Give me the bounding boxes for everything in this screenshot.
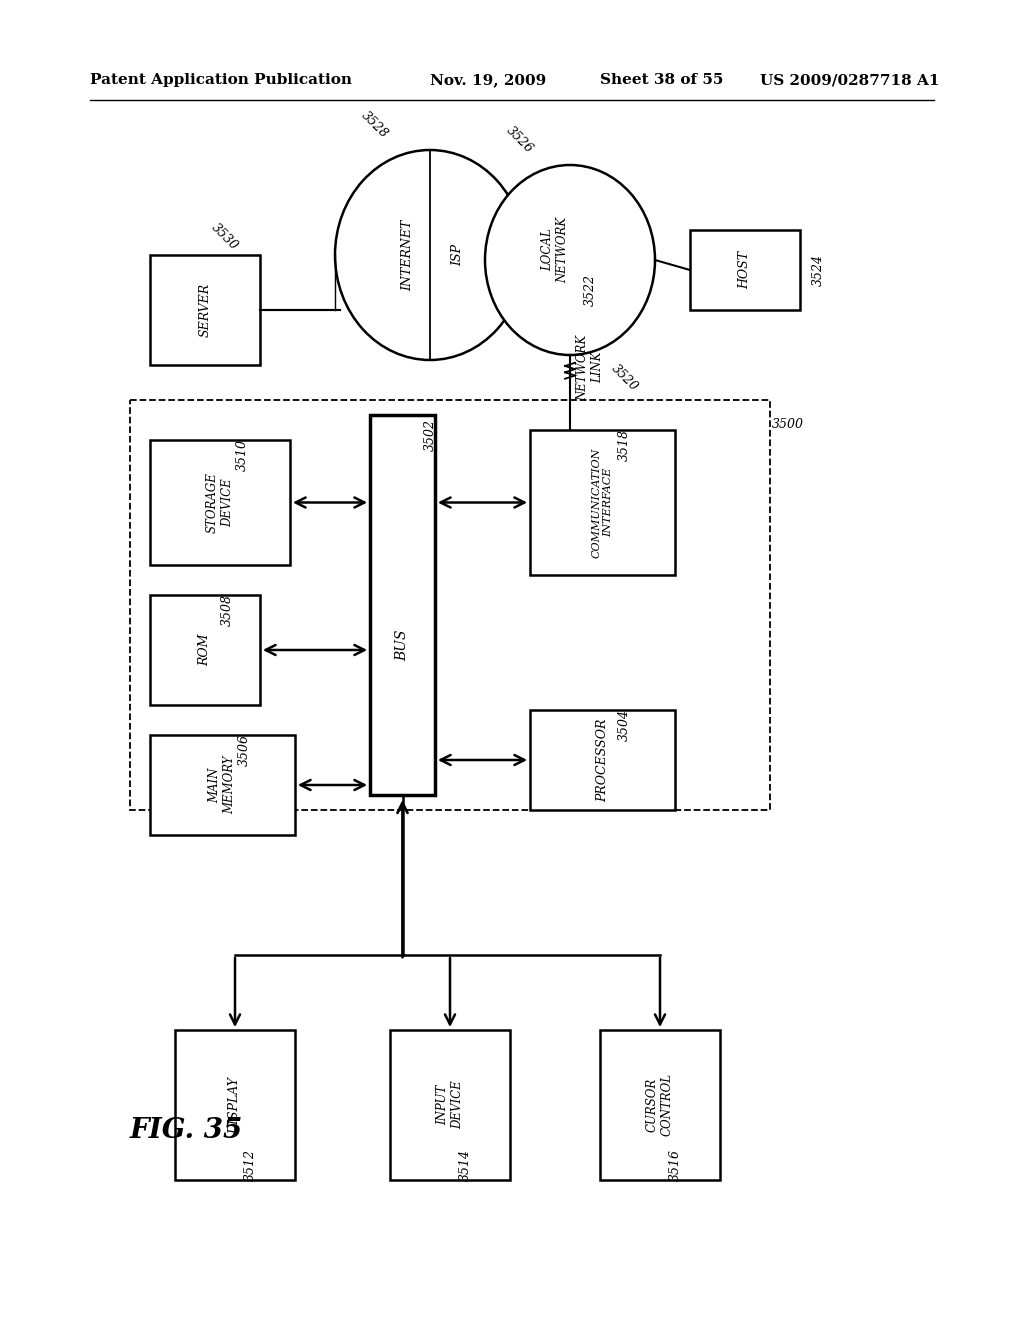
Text: PROCESSOR: PROCESSOR: [596, 718, 609, 801]
Ellipse shape: [335, 150, 525, 360]
Bar: [370, 414, 435, 795]
Text: 3524: 3524: [811, 253, 824, 286]
Bar: [130, 400, 770, 810]
Text: 3502: 3502: [424, 418, 437, 451]
Text: ROM: ROM: [199, 634, 212, 667]
Text: STORAGE
DEVICE: STORAGE DEVICE: [206, 473, 234, 533]
Bar: [390, 1030, 510, 1180]
Text: DISPLAY: DISPLAY: [228, 1077, 242, 1134]
Text: 3526: 3526: [504, 124, 536, 156]
Ellipse shape: [485, 165, 655, 355]
Text: 3512: 3512: [244, 1148, 256, 1181]
Text: Sheet 38 of 55: Sheet 38 of 55: [600, 73, 723, 87]
Text: BUS: BUS: [395, 630, 410, 661]
Text: 3500: 3500: [772, 418, 804, 432]
Text: MAIN
MEMORY: MAIN MEMORY: [209, 756, 237, 814]
Text: 3510: 3510: [236, 440, 249, 471]
Text: CURSOR
CONTROL: CURSOR CONTROL: [646, 1073, 674, 1137]
Text: FIG. 35: FIG. 35: [130, 1117, 244, 1143]
Text: INTERNET: INTERNET: [401, 219, 415, 290]
Text: NETWORK
LINK: NETWORK LINK: [575, 334, 604, 400]
Text: 3522: 3522: [584, 275, 597, 306]
Text: US 2009/0287718 A1: US 2009/0287718 A1: [760, 73, 939, 87]
Text: LOCAL
NETWORK: LOCAL NETWORK: [541, 216, 569, 282]
Text: Patent Application Publication: Patent Application Publication: [90, 73, 352, 87]
Text: ISP: ISP: [452, 244, 465, 267]
Text: SERVER: SERVER: [199, 282, 212, 337]
Text: 3508: 3508: [220, 594, 233, 626]
Text: 3528: 3528: [359, 110, 391, 141]
Bar: [150, 440, 290, 565]
Text: HOST: HOST: [738, 251, 752, 289]
Text: Nov. 19, 2009: Nov. 19, 2009: [430, 73, 546, 87]
Bar: [150, 595, 260, 705]
Bar: [150, 255, 260, 366]
Bar: [530, 710, 675, 810]
Text: 3520: 3520: [609, 362, 641, 393]
Text: 3530: 3530: [209, 220, 241, 253]
Text: INPUT
DEVICE: INPUT DEVICE: [436, 1081, 464, 1130]
Text: 3506: 3506: [238, 734, 251, 766]
Text: 3504: 3504: [618, 709, 631, 741]
Bar: [530, 430, 675, 576]
Bar: [175, 1030, 295, 1180]
Bar: [600, 1030, 720, 1180]
Text: 3518: 3518: [618, 429, 631, 461]
Bar: [690, 230, 800, 310]
Bar: [150, 735, 295, 836]
Text: 3514: 3514: [459, 1148, 471, 1181]
Text: 3516: 3516: [669, 1148, 682, 1181]
Text: COMMUNICATION
INTERFACE: COMMUNICATION INTERFACE: [592, 447, 613, 557]
